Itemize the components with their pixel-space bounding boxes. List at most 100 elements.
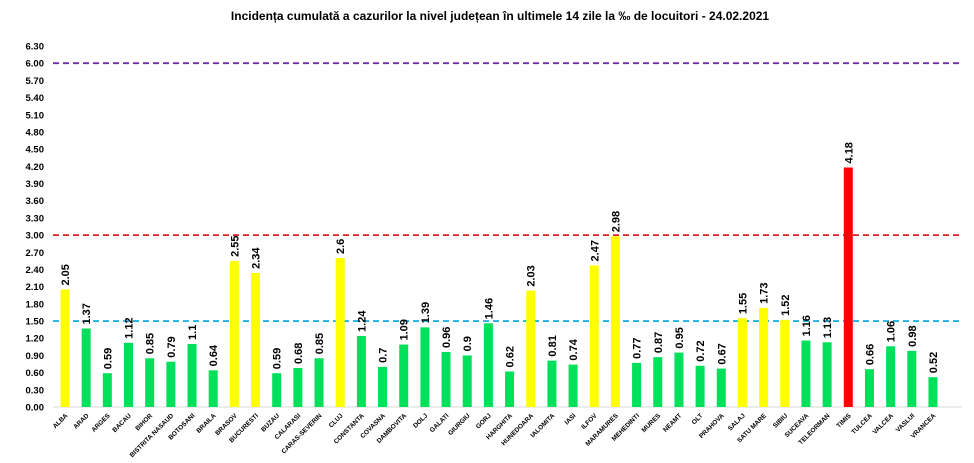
x-tick-label: CARAS-SEVERIN <box>280 412 323 455</box>
y-tick-label: 5.70 <box>26 76 45 87</box>
bar <box>653 357 663 407</box>
data-label: 4.18 <box>843 142 855 163</box>
bar <box>483 323 493 407</box>
x-tick-label: BIHOR <box>134 412 154 432</box>
bar <box>886 346 896 407</box>
y-tick-label: 5.40 <box>26 93 45 104</box>
bar <box>759 307 769 407</box>
data-label: 0.87 <box>653 332 665 353</box>
data-label: 1.16 <box>801 315 813 336</box>
y-tick-label: 0.60 <box>26 368 45 379</box>
y-tick-label: 3.60 <box>26 196 45 207</box>
data-label: 2.05 <box>60 264 72 285</box>
bars: 2.05 1.37 0.59 1.12 0.85 0.79 1.1 0.64 2.55 2.34 0… <box>60 142 940 407</box>
data-label: 1.37 <box>81 303 93 324</box>
bar <box>102 373 112 407</box>
y-tick-label: 6.00 <box>26 59 45 70</box>
y-tick-label: 0.30 <box>26 385 45 396</box>
data-label: 2.98 <box>610 211 622 232</box>
data-label: 0.68 <box>293 343 305 364</box>
x-tick-label: CLUJ <box>328 412 345 429</box>
y-tick-label: 3.90 <box>26 179 45 190</box>
bar <box>293 368 303 407</box>
data-label: 0.74 <box>568 338 580 360</box>
bar <box>251 272 261 407</box>
y-tick-label: 2.70 <box>26 248 45 259</box>
bar <box>674 352 684 407</box>
data-label: 1.24 <box>356 310 368 332</box>
data-label: 1.06 <box>886 321 898 342</box>
x-tick-label: DOLJ <box>412 412 429 429</box>
bar <box>124 342 134 407</box>
data-label: 0.85 <box>314 333 326 354</box>
data-label: 0.64 <box>208 344 220 366</box>
x-tick-label: VALCEA <box>872 412 896 436</box>
y-tick-label: 3.00 <box>26 231 45 242</box>
data-label: 0.98 <box>907 325 919 346</box>
y-tick-label: 0.00 <box>26 403 45 414</box>
bar <box>356 335 366 407</box>
bar <box>229 260 239 407</box>
data-label: 2.6 <box>335 239 347 254</box>
y-tick-label: 4.80 <box>26 127 45 138</box>
bar <box>187 343 197 407</box>
data-label: 1.55 <box>737 293 749 314</box>
x-tick-label: BACAU <box>111 412 133 434</box>
data-label: 0.59 <box>102 348 114 369</box>
y-tick-label: 0.90 <box>26 351 45 362</box>
data-label: 0.79 <box>166 336 178 357</box>
bar <box>399 344 409 407</box>
bar <box>843 167 853 407</box>
bar <box>60 289 70 407</box>
bar <box>145 358 155 407</box>
y-tick-label: 1.20 <box>26 334 45 345</box>
data-label: 0.62 <box>505 346 517 367</box>
data-label: 0.96 <box>441 327 453 348</box>
y-tick-label: 6.30 <box>26 42 45 53</box>
bar <box>801 340 811 407</box>
bar <box>462 355 472 407</box>
y-tick-label: 1.50 <box>26 317 45 328</box>
data-label: 1.39 <box>420 302 432 323</box>
y-tick-label: 3.30 <box>26 213 45 224</box>
data-label: 2.55 <box>229 235 241 256</box>
data-label: 0.67 <box>716 343 728 364</box>
x-tick-label: GIURGIU <box>447 412 472 437</box>
x-tick-label: NEAMT <box>662 412 683 433</box>
y-tick-label: 1.80 <box>26 299 45 310</box>
data-label: 2.03 <box>526 265 538 286</box>
data-label: 0.81 <box>547 335 559 356</box>
x-tick-label: GORJ <box>475 412 493 430</box>
y-tick-label: 2.10 <box>26 282 45 293</box>
data-label: 0.9 <box>462 336 474 351</box>
data-label: 0.72 <box>695 340 707 361</box>
x-tick-label: TULCEA <box>850 412 874 436</box>
bar <box>441 351 451 407</box>
bar <box>632 362 642 407</box>
data-label: 0.85 <box>145 333 157 354</box>
data-label: 2.47 <box>589 240 601 261</box>
x-tick-label: TIMIS <box>835 412 853 430</box>
data-label: 2.34 <box>251 247 263 269</box>
x-tick-label: ILFOV <box>580 412 599 431</box>
y-tick-label: 2.40 <box>26 265 45 276</box>
data-label: 0.95 <box>674 327 686 348</box>
bar <box>695 365 705 407</box>
data-label: 0.7 <box>378 348 390 363</box>
bar <box>505 371 515 407</box>
data-label: 1.12 <box>124 317 136 338</box>
y-axis: 0.00 0.30 0.60 0.90 1.20 1.50 1.80 2.10 2.40 2.70… <box>26 42 962 414</box>
data-label: 1.46 <box>483 298 495 319</box>
bar <box>716 368 726 407</box>
x-tick-label: OLT <box>691 412 705 426</box>
bar <box>907 350 917 407</box>
data-label: 0.52 <box>928 352 940 373</box>
bar <box>737 318 747 407</box>
bar <box>314 358 324 407</box>
bar <box>526 290 536 407</box>
x-tick-label: IASI <box>564 412 578 426</box>
data-label: 0.66 <box>864 344 876 365</box>
x-tick-label: MURES <box>641 412 663 434</box>
